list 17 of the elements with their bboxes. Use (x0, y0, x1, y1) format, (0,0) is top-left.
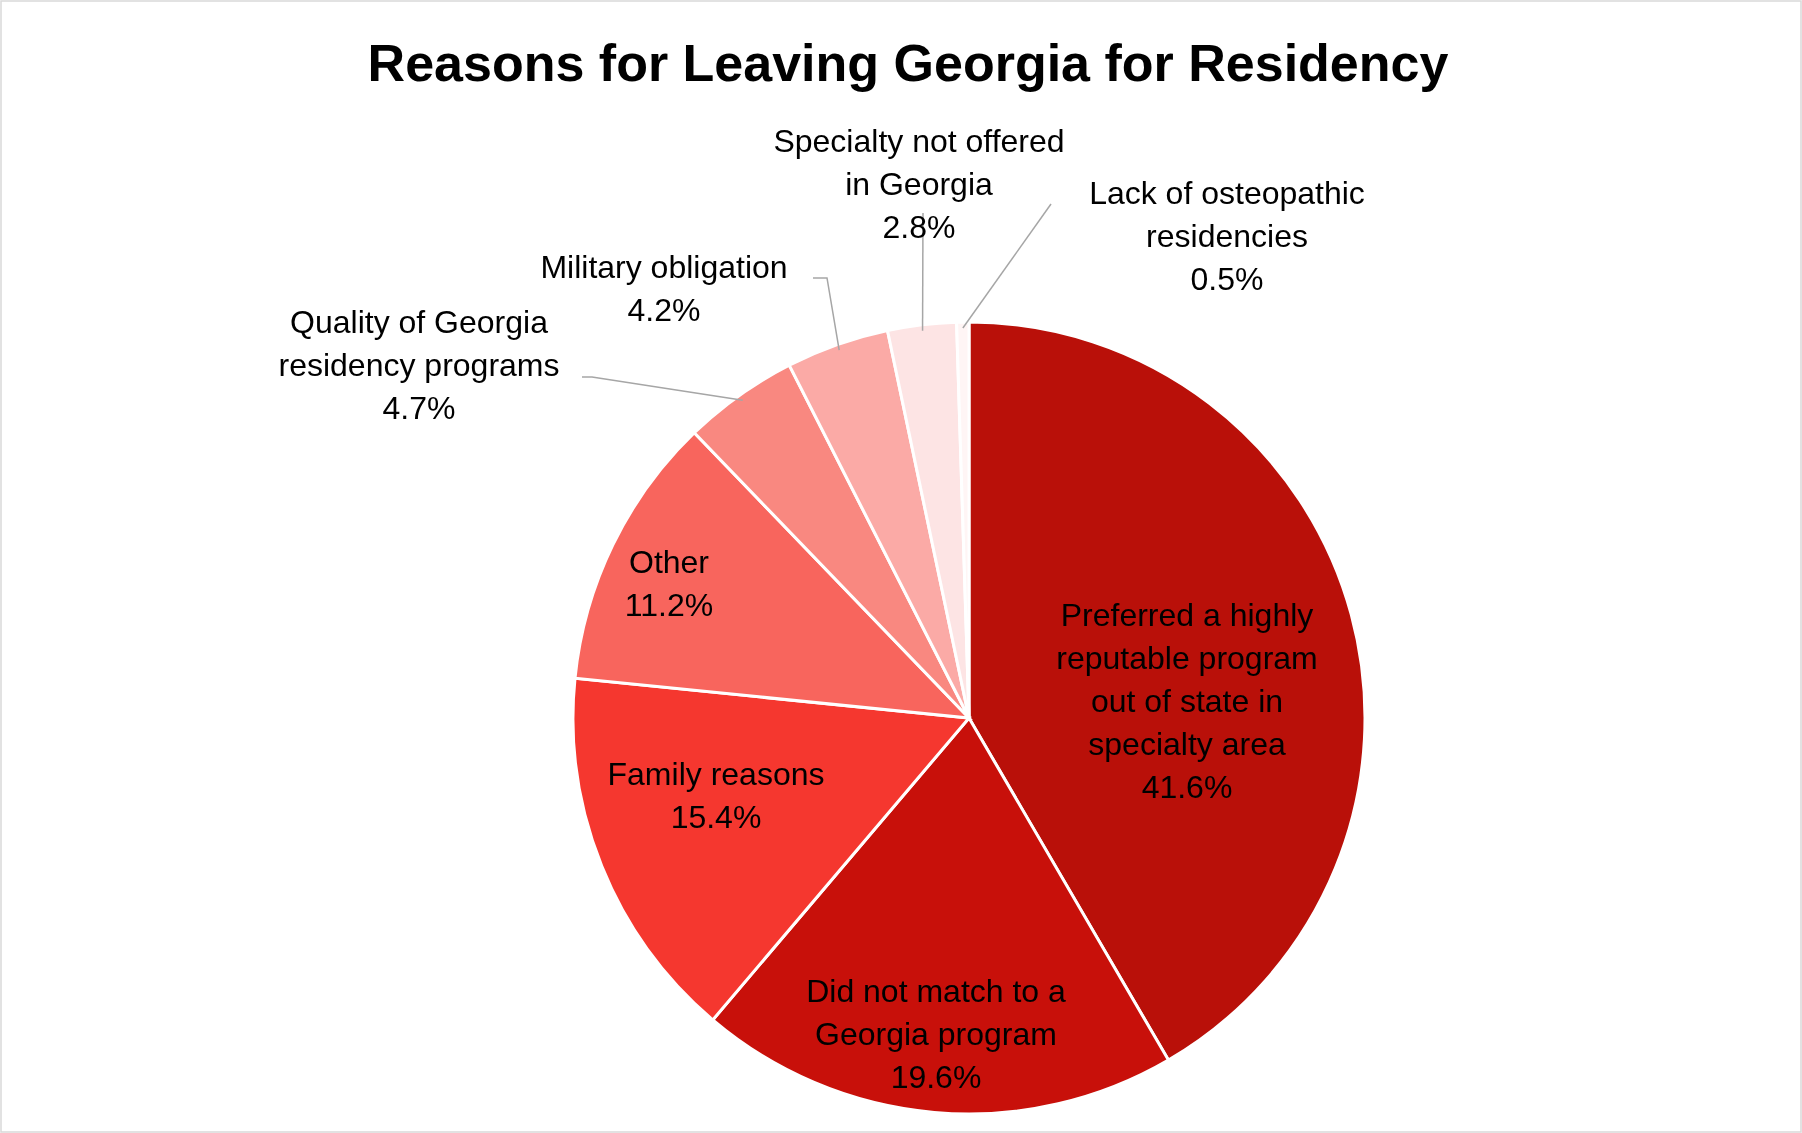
slice-label: Specialty not offered in Georgia (773, 123, 1065, 203)
data-label: 0.5% (1190, 261, 1264, 298)
slice-label: Other (628, 543, 710, 580)
data-label: 2.8% (882, 209, 956, 246)
data-label: 19.6% (890, 1059, 982, 1096)
slice-label: Family reasons (607, 755, 825, 792)
slice-label: Lack of osteopathic residencies (1089, 175, 1365, 255)
slice-label: Quality of Georgia residency programs (278, 304, 560, 384)
slice-label: Preferred a highly reputable program out of state in specialty area (1056, 597, 1318, 763)
data-label: 4.7% (382, 390, 456, 427)
chart-title: Reasons for Leaving Georgia for Residency (367, 34, 1449, 93)
data-label: 15.4% (670, 798, 762, 835)
slice-label: Did not match to a Georgia program (806, 973, 1067, 1053)
data-label: 41.6% (1141, 769, 1233, 806)
data-label: 4.2% (627, 291, 701, 328)
data-label: 11.2% (624, 586, 714, 623)
slice-label: Military obligation (540, 248, 788, 285)
